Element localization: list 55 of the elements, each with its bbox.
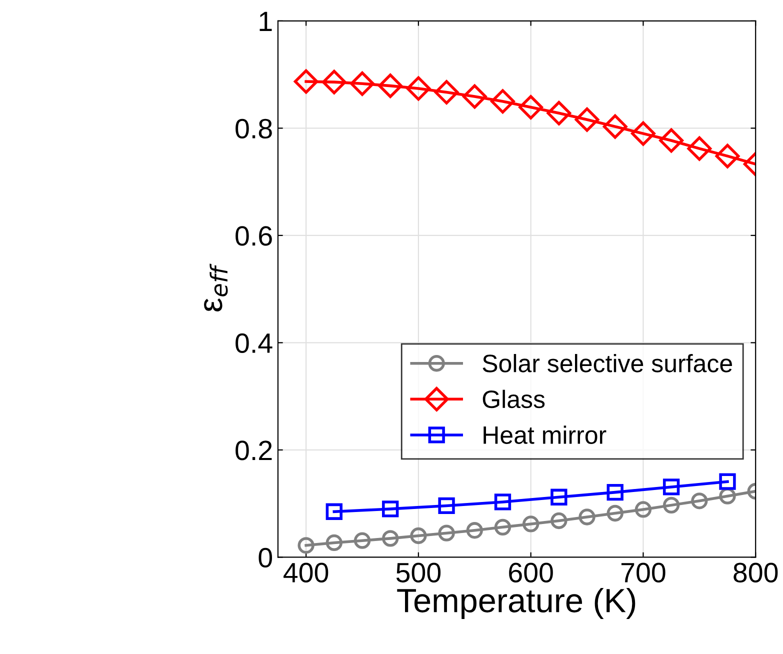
x-axis-title: Temperature (K) — [397, 588, 636, 620]
point — [687, 136, 712, 161]
point — [715, 144, 740, 168]
point — [550, 512, 568, 530]
legend-label: Glass — [482, 390, 545, 408]
point — [634, 501, 652, 518]
point — [294, 69, 318, 94]
point — [490, 89, 515, 114]
point — [631, 121, 656, 146]
y-tick-label: 1 — [260, 12, 272, 31]
x-tick-label: 600 — [509, 562, 553, 582]
x-tick-label: 800 — [734, 562, 778, 582]
point — [326, 503, 342, 520]
point — [518, 95, 544, 120]
x-tick-label: 500 — [396, 562, 441, 582]
point — [546, 100, 572, 126]
point — [354, 532, 371, 549]
point — [382, 530, 399, 547]
point — [298, 537, 314, 554]
point — [322, 70, 346, 94]
point — [691, 492, 708, 510]
point — [574, 107, 600, 132]
point — [662, 478, 680, 496]
point — [438, 497, 455, 514]
point — [662, 496, 680, 514]
point — [466, 522, 483, 539]
point — [382, 500, 399, 518]
point — [550, 488, 568, 506]
point — [350, 71, 374, 96]
y-axis-title: ε$_{eff}$ — [204, 264, 228, 312]
y-tick-label: 0.6 — [236, 226, 272, 246]
legend-label: Heat mirror — [484, 426, 606, 444]
y-tick-label: 0.8 — [236, 118, 272, 139]
y-tick-label: 0 — [258, 548, 272, 568]
point — [606, 484, 624, 501]
point — [434, 80, 459, 104]
y-tick-label: 0.2 — [236, 440, 272, 460]
point — [438, 524, 455, 542]
point — [606, 504, 624, 522]
point — [522, 516, 540, 532]
point — [659, 128, 684, 153]
point — [410, 527, 427, 544]
point — [719, 473, 736, 490]
point — [494, 494, 512, 510]
point — [578, 508, 596, 526]
point — [406, 76, 431, 101]
y-tick-label: 0.4 — [236, 333, 272, 354]
point — [462, 84, 487, 109]
point — [602, 114, 628, 139]
x-tick-label: 700 — [621, 562, 666, 582]
legend-label: Solar selective surface — [482, 354, 732, 372]
point — [326, 534, 342, 552]
x-tick-label: 400 — [284, 562, 328, 582]
point — [378, 74, 403, 98]
point — [494, 518, 512, 536]
